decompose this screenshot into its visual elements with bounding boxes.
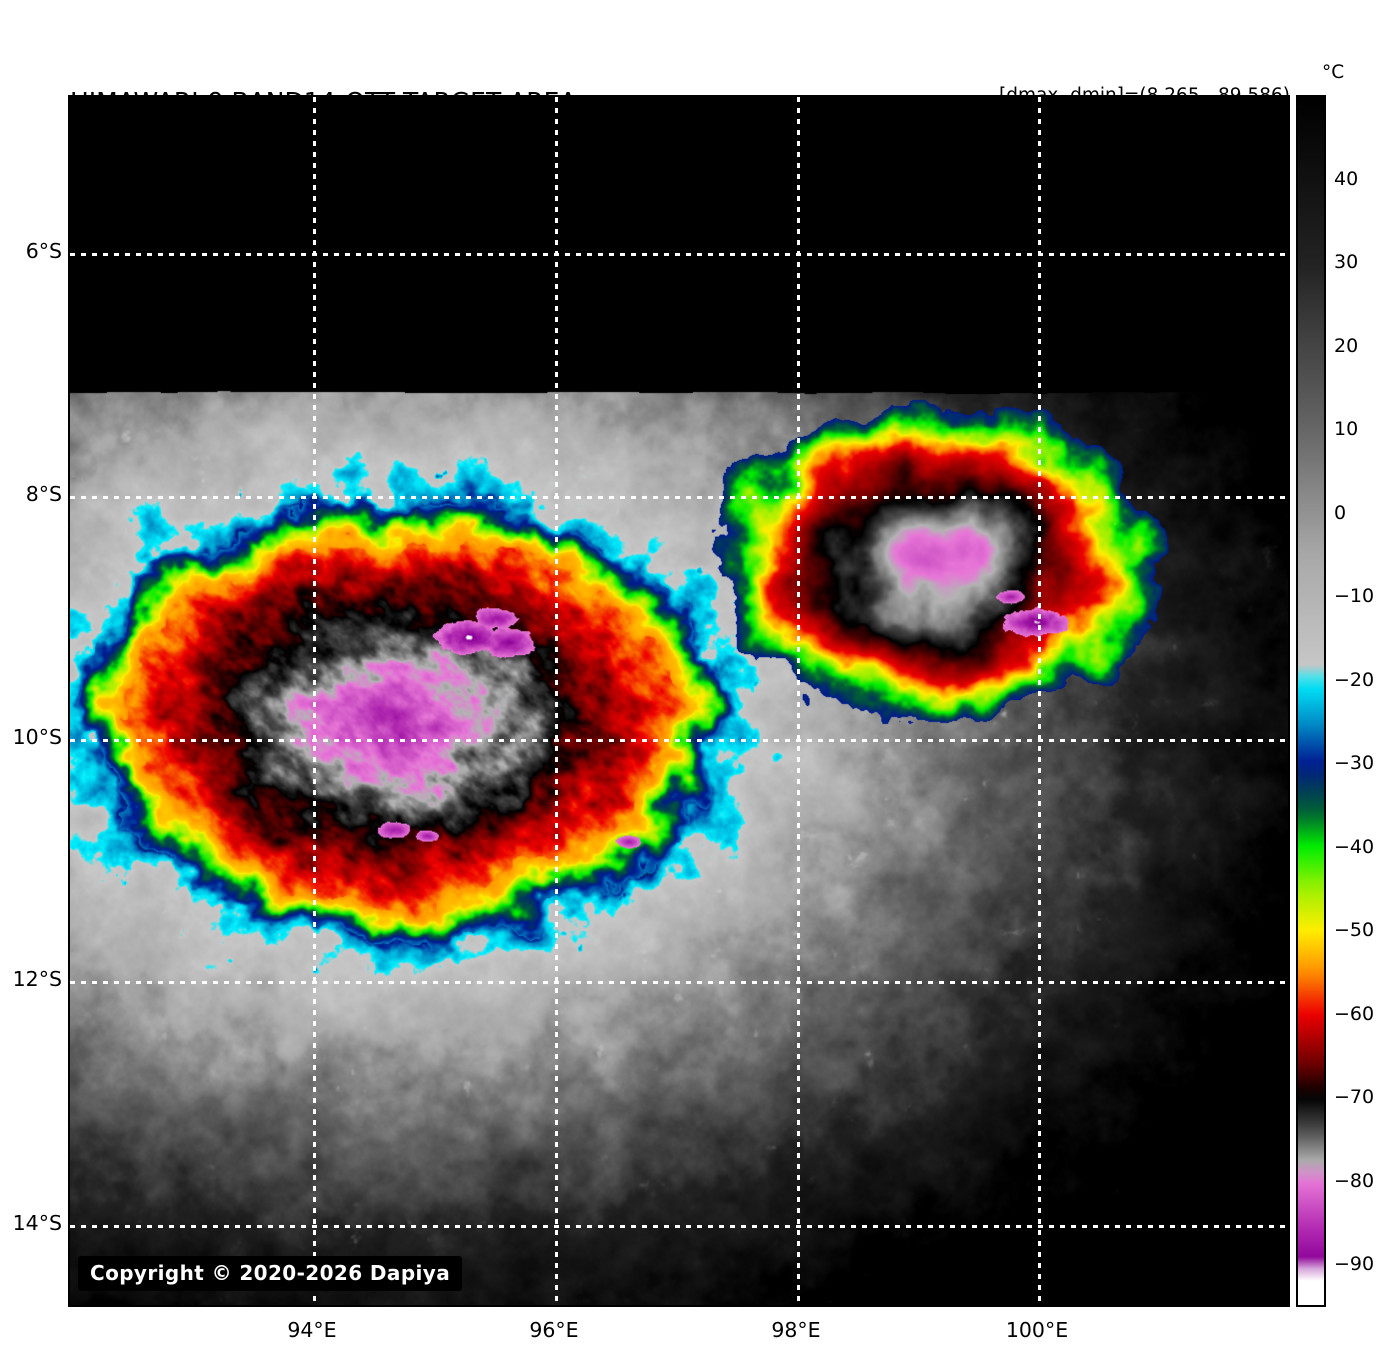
colorbar-tick-label: 0 [1334, 502, 1347, 524]
colorbar-tick-label: 10 [1334, 418, 1359, 440]
colorbar-tick-label: −50 [1334, 919, 1375, 941]
y-axis-tick-label: 10°S [12, 725, 62, 749]
colorbar-tick-label: −80 [1334, 1170, 1375, 1192]
colorbar-tick-label: 40 [1334, 168, 1359, 190]
colorbar-tick-label: −10 [1334, 585, 1375, 607]
colorbar-tick-label: −20 [1334, 669, 1375, 691]
x-axis-tick-label: 98°E [771, 1318, 821, 1342]
colorbar-tick-label: −30 [1334, 752, 1375, 774]
colorbar-tick-label: 30 [1334, 251, 1359, 273]
x-axis-tick-label: 100°E [1005, 1318, 1069, 1342]
x-axis-tick-label: 96°E [529, 1318, 579, 1342]
temperature-colorbar[interactable] [1296, 95, 1326, 1307]
x-axis-tick-label: 94°E [287, 1318, 337, 1342]
y-axis-tick-label: 6°S [25, 239, 62, 263]
colorbar-tick-label: −90 [1334, 1253, 1375, 1275]
colorbar-tick-label: 20 [1334, 335, 1359, 357]
y-axis-tick-label: 14°S [12, 1211, 62, 1235]
colorbar-gradient [1298, 97, 1324, 1305]
colorbar-tick-label: −40 [1334, 836, 1375, 858]
colorbar-tick-label: −60 [1334, 1003, 1375, 1025]
colorbar-tick-label: −70 [1334, 1086, 1375, 1108]
satellite-image-plot[interactable]: Copyright © 2020-2026 Dapiya [68, 95, 1290, 1307]
y-axis-tick-label: 12°S [12, 967, 62, 991]
copyright-banner: Copyright © 2020-2026 Dapiya [78, 1256, 463, 1291]
colorbar-unit-label: °C [1322, 62, 1345, 83]
satellite-imagery-canvas [70, 97, 1288, 1305]
y-axis-tick-label: 8°S [25, 482, 62, 506]
